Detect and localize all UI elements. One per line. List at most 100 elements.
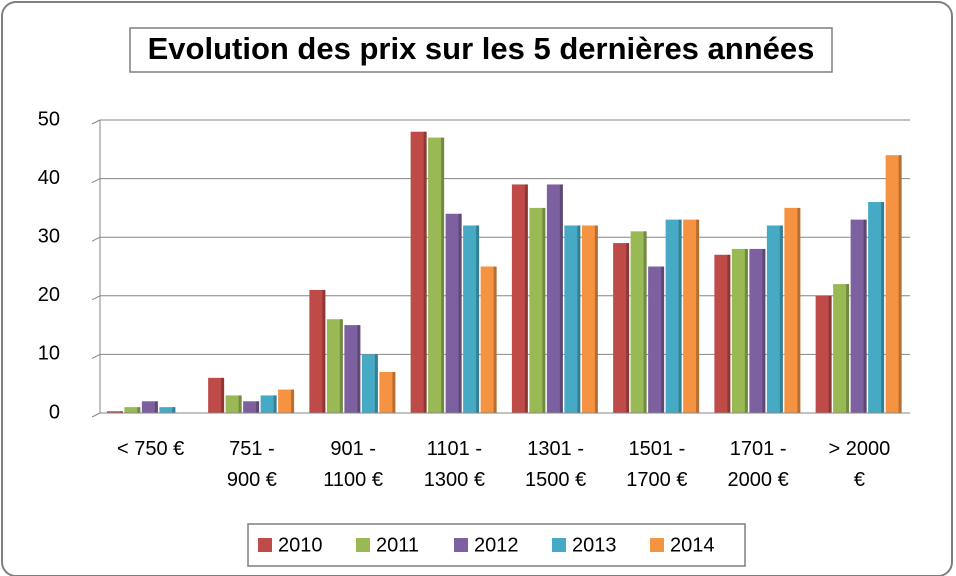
legend-label: 2010 [278,534,323,556]
bar [243,401,260,413]
bar-side [441,137,445,413]
bar-side [846,284,850,413]
bar-side [357,325,361,413]
bar-side [238,395,242,413]
bar [749,248,766,413]
bar-side [744,248,748,413]
y-tick [91,119,101,125]
bar [159,407,176,413]
legend-swatch [552,538,566,552]
bar-side [594,225,598,413]
bar-side [392,371,396,413]
bar [124,407,141,413]
legend-swatch [650,538,664,552]
bar [445,213,462,413]
bar-side [458,213,462,413]
y-tick [91,236,101,242]
legend-swatch [454,538,468,552]
bar-side [221,377,225,413]
legend-label: 2014 [670,534,715,556]
bar-side [779,225,783,413]
bar-side [727,254,731,413]
bar [766,225,783,413]
bar-side [476,225,480,413]
bar-side [322,289,326,413]
bar [564,225,581,413]
x-tick-label: > 2000 € [828,438,891,491]
y-tick [91,412,101,418]
bar-side [881,202,885,413]
bar [885,155,902,413]
y-tick [91,178,101,184]
bar [731,248,748,413]
x-tick-label: 1701 - 2000 € [727,438,789,491]
bar [833,284,850,413]
bar-side [678,219,682,413]
bar [278,389,295,413]
bar-side [172,407,176,413]
bar [208,377,225,413]
bar [714,254,731,413]
bar-side [256,401,260,413]
y-tick-label: 50 [38,108,60,130]
bar [428,137,445,413]
x-tick-label: 901 - 1100 € [323,438,383,491]
bar-side [273,395,277,413]
bar [581,225,598,413]
bar-side [542,207,546,413]
x-tick-label: 1101 - 1300 € [423,438,485,491]
y-tick-label: 0 [49,401,60,423]
bar-side [154,401,158,413]
bar-side [661,266,665,413]
bar [410,131,427,413]
bar-side [119,411,123,413]
bar [630,231,647,413]
legend-swatch [356,538,370,552]
legend-swatch [258,538,272,552]
legend-label: 2013 [572,534,617,556]
y-tick-label: 20 [38,284,60,306]
x-tick-label: 1301 - 1500 € [525,438,587,491]
bar [529,207,546,413]
bar-side [493,266,497,413]
x-tick-label: 1501 - 1700 € [626,438,688,491]
bar-side [797,207,801,413]
y-tick [91,295,101,301]
bar [648,266,665,413]
bar [344,325,361,413]
x-tick-label: < 750 € [116,438,185,460]
bar [480,266,497,413]
y-tick-label: 10 [38,343,60,365]
legend-label: 2011 [376,534,419,556]
bar [260,395,277,413]
bar [106,411,123,413]
bar [868,202,885,413]
bar-side [374,354,378,413]
bar [141,401,158,413]
bar-side [828,295,832,413]
bar-side [137,407,141,413]
bar-side [696,219,700,413]
bar-side [524,184,528,413]
bar [361,354,378,413]
bar [511,184,528,413]
bar-side [898,155,902,413]
bar [850,219,867,413]
bar [463,225,480,413]
bar [683,219,700,413]
bar-side [339,319,343,413]
bar-side [762,248,766,413]
bar [379,371,396,413]
bar [546,184,563,413]
bar-side [559,184,563,413]
y-tick [91,353,101,359]
bar [815,295,832,413]
bar-side [626,243,630,413]
bar-side [577,225,581,413]
bar [326,319,343,413]
chart-title: Evolution des prix sur les 5 dernières a… [148,31,815,66]
bar-side [643,231,647,413]
bar [665,219,682,413]
legend-label: 2012 [474,534,519,556]
